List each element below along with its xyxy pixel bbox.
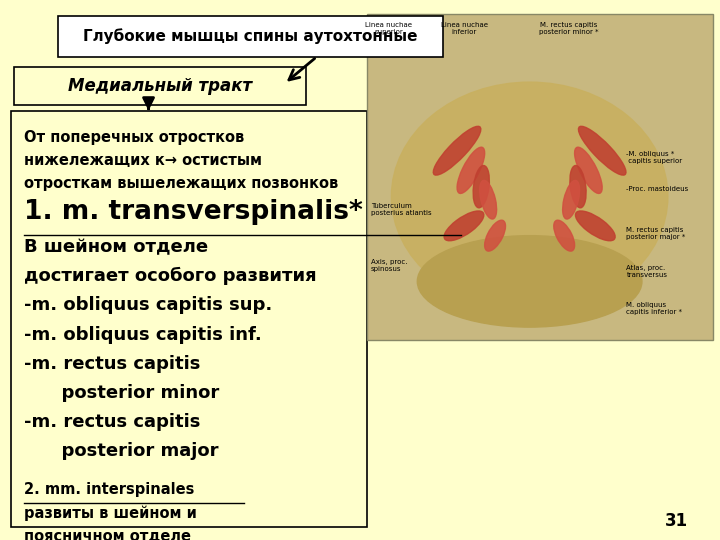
Text: 1. m. transverspinalis*: 1. m. transverspinalis* <box>24 199 362 225</box>
Text: Linea nuchae
inferior: Linea nuchae inferior <box>441 22 488 35</box>
Bar <box>14 68 306 105</box>
Ellipse shape <box>554 220 575 251</box>
Text: -m. rectus capitis: -m. rectus capitis <box>24 355 200 373</box>
Ellipse shape <box>418 235 642 327</box>
Text: M. obliquus
capitis inferior *: M. obliquus capitis inferior * <box>626 302 683 315</box>
Ellipse shape <box>473 165 490 208</box>
Text: В шейном отделе: В шейном отделе <box>24 238 208 256</box>
Text: Глубокие мышцы спины аутохтонные: Глубокие мышцы спины аутохтонные <box>83 29 418 44</box>
Text: нижележащих к→ остистым: нижележащих к→ остистым <box>24 153 262 168</box>
Ellipse shape <box>485 220 505 251</box>
Text: Tuberculum
posterius atlantis: Tuberculum posterius atlantis <box>371 202 431 215</box>
Text: Linea nuchae
superior: Linea nuchae superior <box>365 22 413 35</box>
Text: -M. obliquus *
 capitis superior: -M. obliquus * capitis superior <box>626 151 683 164</box>
Text: достигает особого развития: достигает особого развития <box>24 267 316 286</box>
Ellipse shape <box>562 180 580 219</box>
Text: отросткам вышележащих позвонков: отросткам вышележащих позвонков <box>24 176 338 191</box>
Ellipse shape <box>444 211 484 241</box>
Text: 31: 31 <box>665 512 688 530</box>
Text: -m. obliquus capitis inf.: -m. obliquus capitis inf. <box>24 326 261 343</box>
Bar <box>58 16 443 57</box>
Text: развиты в шейном и: развиты в шейном и <box>24 505 197 521</box>
Text: поясничном отделе: поясничном отделе <box>24 529 191 540</box>
Bar <box>367 14 713 340</box>
Text: 2. mm. interspinales: 2. mm. interspinales <box>24 482 194 497</box>
Ellipse shape <box>457 147 485 193</box>
Text: M. rectus capitis
posterior major *: M. rectus capitis posterior major * <box>626 227 685 240</box>
Ellipse shape <box>578 126 626 175</box>
Text: Atlas, proc.
transversus: Atlas, proc. transversus <box>626 265 667 278</box>
Text: M. rectus capitis
posterior minor *: M. rectus capitis posterior minor * <box>539 22 598 35</box>
Ellipse shape <box>575 211 615 241</box>
Bar <box>11 111 367 526</box>
Ellipse shape <box>480 180 497 219</box>
Text: Медиальный тракт: Медиальный тракт <box>68 77 252 96</box>
Text: От поперечных отростков: От поперечных отростков <box>24 130 244 145</box>
Text: -m. rectus capitis: -m. rectus capitis <box>24 413 200 431</box>
Ellipse shape <box>433 126 481 175</box>
Text: -Proc. mastoideus: -Proc. mastoideus <box>626 186 688 192</box>
Ellipse shape <box>392 82 668 311</box>
Text: Axis, proc.
spinosus: Axis, proc. spinosus <box>371 259 408 272</box>
Text: -m. obliquus capitis sup.: -m. obliquus capitis sup. <box>24 296 272 314</box>
Ellipse shape <box>575 147 602 193</box>
Text: posterior minor: posterior minor <box>24 384 219 402</box>
Ellipse shape <box>570 165 586 208</box>
Text: posterior major: posterior major <box>24 442 218 460</box>
